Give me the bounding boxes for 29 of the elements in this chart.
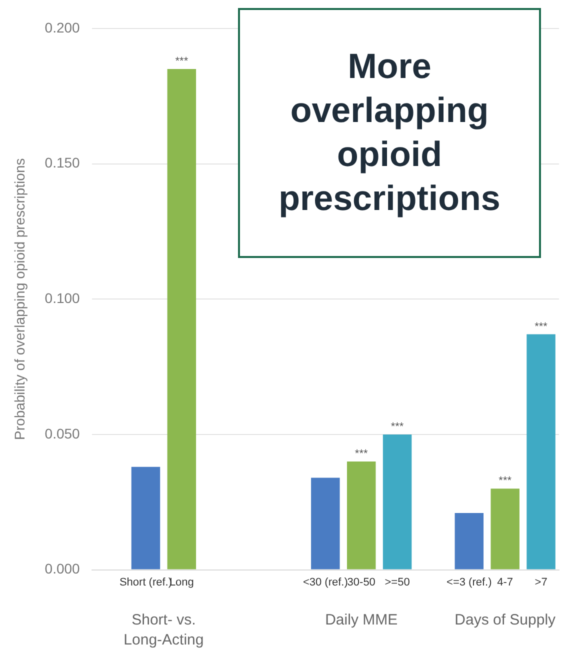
annotation: *** [354,448,368,460]
bar [382,434,412,570]
y-tick-label: 0.050 [44,425,80,442]
text: Daily MME [325,612,398,629]
bar [311,478,340,570]
y-axis-title: Probability of overlapping opioid prescriptions [11,158,28,440]
x-tick-label: <=3 (ref.) [446,576,492,588]
x-tick-label: >=50 [384,576,410,588]
bar [346,462,376,570]
text-box: More overlapping opioid prescriptions [238,8,541,258]
bar [167,69,196,570]
bar [454,512,484,570]
x-tick-label: 30-50 [347,576,376,588]
y-tick-label: 0.200 [44,19,80,36]
annotation: *** [390,420,404,433]
bar [490,488,520,570]
x-tick-label: 4-7 [497,576,514,588]
text: Short- vs. Long-Acting [124,612,204,649]
y-tick-label: 0.150 [44,154,80,171]
annotation: *** [498,475,512,488]
y-tick-label: 0.000 [44,560,80,577]
x-tick-label: >7 [534,576,548,588]
bar [131,466,160,570]
annotation: *** [175,56,189,68]
bar [526,334,556,570]
annotation: *** [534,320,548,333]
text: Days of Supply [454,612,556,629]
x-tick-label: <30 (ref.) [302,576,348,588]
y-tick-label: 0.100 [44,290,80,306]
